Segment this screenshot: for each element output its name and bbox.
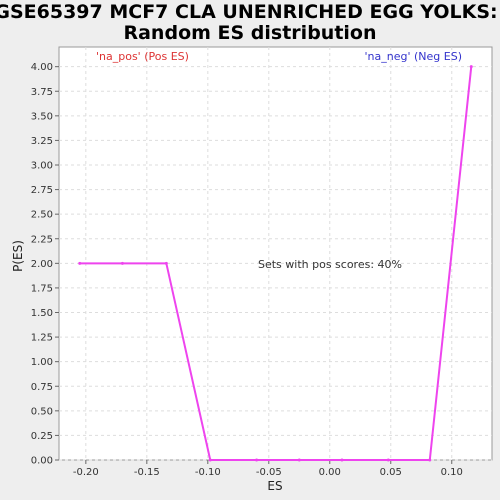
x-tick-label: -0.20 (73, 467, 99, 478)
series-point (297, 458, 301, 462)
y-tick-label: 3.00 (31, 161, 53, 172)
y-axis-ticks: 0.00 0.25 0.50 0.75 1.00 1.25 1.50 1.75 2.00 2.25… (31, 62, 59, 467)
legend-pos-label: 'na_pos' (Pos ES) (96, 50, 189, 63)
y-tick-label: 2.75 (31, 185, 53, 196)
series-point (255, 458, 259, 462)
x-tick-label: 0.10 (441, 467, 463, 478)
series-point (386, 458, 390, 462)
x-tick-label: -0.10 (195, 467, 221, 478)
y-tick-label: 1.25 (31, 333, 53, 344)
y-tick-label: 3.25 (31, 136, 53, 147)
y-tick-label: 0.00 (31, 456, 53, 467)
series-point (164, 261, 168, 265)
series-layer (78, 65, 473, 462)
grid-lines (59, 47, 492, 461)
y-tick-label: 1.00 (31, 357, 53, 368)
y-tick-label: 0.75 (31, 382, 53, 393)
x-axis-label: ES (267, 479, 282, 493)
x-axis-ticks: -0.20 -0.15 -0.10 -0.05 0.00 0.05 0.10 (73, 460, 463, 478)
legend-neg-label: 'na_neg' (Neg ES) (365, 50, 462, 63)
series-point (340, 458, 344, 462)
y-tick-label: 4.00 (31, 62, 53, 73)
x-tick-label: 0.05 (380, 467, 402, 478)
y-tick-label: 2.50 (31, 210, 53, 221)
series-line (79, 66, 473, 461)
y-tick-label: 3.50 (31, 111, 53, 122)
series-point (120, 261, 124, 265)
x-tick-label: -0.05 (256, 467, 282, 478)
series-point (78, 261, 82, 265)
x-tick-label: -0.15 (134, 467, 160, 478)
y-axis-label: P(ES) (11, 240, 25, 272)
plot-area (58, 46, 493, 461)
series-point (469, 65, 473, 69)
pos-scores-annotation: Sets with pos scores: 40% (258, 258, 402, 271)
y-tick-label: 3.75 (31, 87, 53, 98)
y-tick-label: 2.25 (31, 234, 53, 245)
x-tick-label: 0.00 (319, 467, 341, 478)
y-tick-label: 1.50 (31, 308, 53, 319)
y-tick-label: 0.50 (31, 406, 53, 417)
y-tick-label: 2.00 (31, 259, 53, 270)
series-point (208, 458, 212, 462)
y-tick-label: 0.25 (31, 431, 53, 442)
series-point (428, 458, 432, 462)
chart-title-line2: Random ES distribution (123, 22, 376, 44)
y-tick-label: 1.75 (31, 283, 53, 294)
chart-title-line1: GSE65397 MCF7 CLA UNENRICHED EGG YOLKS: (0, 1, 498, 23)
